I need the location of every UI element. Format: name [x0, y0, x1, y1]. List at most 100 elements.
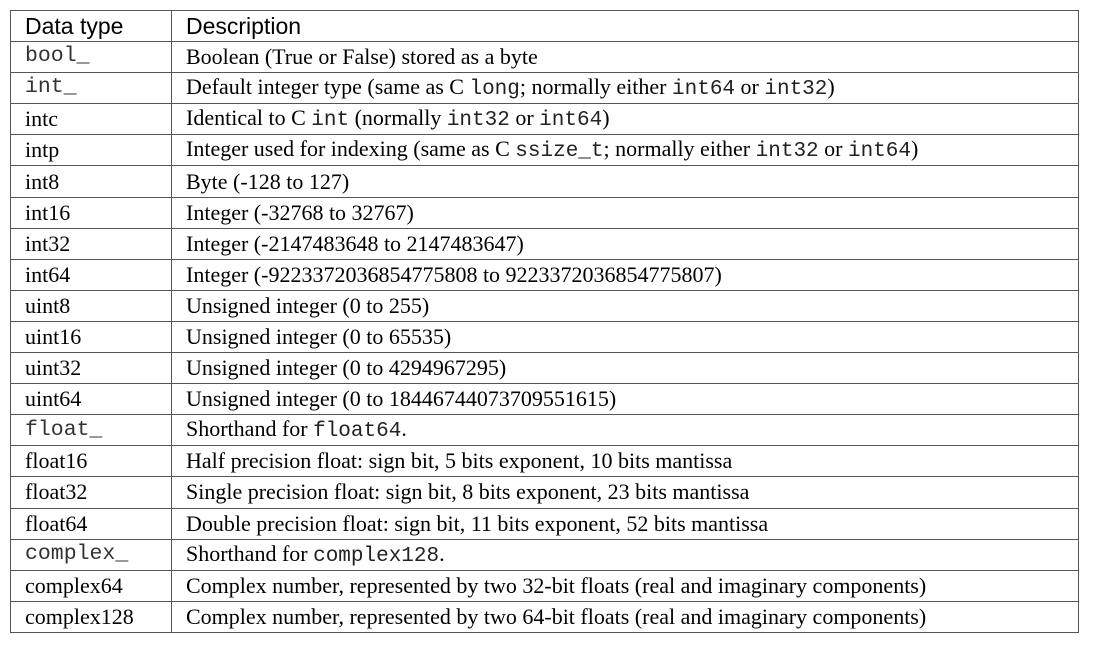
- data-type-cell: uint16: [10, 320, 172, 354]
- description-text: .: [401, 416, 407, 442]
- description-text: Single precision float: sign bit, 8 bits…: [186, 479, 750, 505]
- code-literal: long: [469, 78, 520, 102]
- description-cell: Shorthand for complex128.: [171, 538, 1079, 571]
- table-row: int16 Integer (-32768 to 32767): [10, 196, 1079, 229]
- description-text: ; normally either: [519, 74, 673, 100]
- description-text: Shorthand for: [186, 540, 314, 566]
- description-text: ): [911, 136, 919, 162]
- table-row: int8 Byte (-128 to 127): [10, 165, 1079, 198]
- description-cell: Unsigned integer (0 to 18446744073709551…: [171, 383, 1079, 416]
- data-type-cell: float64: [10, 507, 172, 540]
- data-type-cell: int64: [10, 258, 172, 291]
- description-cell: Unsigned integer (0 to 4294967295): [171, 352, 1079, 385]
- code-literal: int32: [446, 109, 510, 133]
- code-literal: ssize_t: [515, 140, 604, 164]
- description-text: ; normally either: [603, 136, 756, 162]
- table-row: uint8 Unsigned integer (0 to 255): [10, 289, 1079, 322]
- data-type-cell: int32: [10, 227, 172, 260]
- description-text: Boolean (True or False) stored as a byte: [186, 44, 538, 70]
- description-text: Integer (-9223372036854775808 to 9223372…: [186, 261, 722, 287]
- description-cell: Half precision float: sign bit, 5 bits e…: [171, 445, 1079, 478]
- description-cell: Integer (-32768 to 32767): [171, 196, 1079, 229]
- table-row: intp Integer used for indexing (same as C…: [10, 134, 1079, 167]
- description-cell: Unsigned integer (0 to 65535): [171, 320, 1079, 354]
- table-row: complex_ Shorthand for complex128.: [10, 538, 1079, 571]
- description-text: .: [439, 540, 445, 566]
- table-row: complex128 Complex number, represented by…: [10, 600, 1079, 633]
- data-type-cell: complex128: [10, 600, 172, 633]
- description-cell: Complex number, represented by two 64-bi…: [171, 600, 1079, 633]
- description-text: ): [827, 74, 835, 100]
- table-row: bool_ Boolean (True or False) stored as a…: [10, 41, 1079, 74]
- table-row: int_ Default integer type (same as C long…: [10, 72, 1079, 105]
- data-type-cell: int8: [10, 165, 172, 198]
- description-text: (normally: [349, 105, 447, 131]
- description-cell: Complex number, represented by two 32-bi…: [171, 569, 1079, 602]
- description-cell: Default integer type (same as C long; no…: [171, 72, 1079, 105]
- data-type-cell: uint8: [10, 289, 172, 322]
- code-literal: int: [311, 109, 350, 133]
- header-row: Data type Description: [10, 9, 1079, 43]
- table-row: int64 Integer (-9223372036854775808 to 92…: [10, 258, 1079, 291]
- description-text: Complex number, represented by two 64-bi…: [186, 603, 927, 629]
- description-cell: Boolean (True or False) stored as a byte: [171, 41, 1079, 74]
- description-text: Half precision float: sign bit, 5 bits e…: [186, 448, 733, 474]
- code-literal: int64: [539, 109, 603, 133]
- description-cell: Integer (-2147483648 to 2147483647): [171, 227, 1079, 260]
- description-text: or: [818, 136, 848, 162]
- description-cell: Byte (-128 to 127): [171, 165, 1079, 198]
- table-row: float32 Single precision float: sign bit,…: [10, 476, 1079, 509]
- description-text: Default integer type (same as C: [186, 74, 470, 100]
- description-text: Shorthand for: [186, 416, 314, 442]
- description-text: Complex number, represented by two 32-bi…: [186, 572, 927, 598]
- description-text: Byte (-128 to 127): [186, 168, 350, 194]
- description-text: Unsigned integer (0 to 4294967295): [186, 355, 507, 381]
- table-body: bool_ Boolean (True or False) stored as a…: [10, 41, 1079, 633]
- data-type-cell: uint32: [10, 352, 172, 385]
- data-type-cell: complex_: [10, 538, 172, 571]
- description-text: Double precision float: sign bit, 11 bit…: [186, 510, 769, 536]
- data-type-cell: intp: [10, 134, 172, 167]
- description-text: or: [509, 105, 540, 131]
- table-row: intc Identical to C int (normally int32 o…: [10, 103, 1079, 136]
- table-row: float16 Half precision float: sign bit, 5…: [10, 445, 1079, 478]
- table-header: Data type Description: [10, 9, 1079, 43]
- table-row: int32 Integer (-2147483648 to 2147483647): [10, 227, 1079, 260]
- description-text: Integer used for indexing (same as C: [186, 136, 516, 162]
- header-description: Description: [171, 9, 1079, 43]
- description-text: or: [735, 74, 765, 100]
- description-text: Integer (-32768 to 32767): [186, 199, 414, 225]
- data-type-cell: int16: [10, 196, 172, 229]
- description-text: Unsigned integer (0 to 255): [186, 292, 430, 318]
- table-row: float_ Shorthand for float64.: [10, 414, 1079, 447]
- dtype-table: Data type Description bool_ Boolean (True…: [10, 9, 1079, 633]
- data-type-cell: float16: [10, 445, 172, 478]
- description-text: Unsigned integer (0 to 65535): [186, 323, 452, 349]
- header-data-type: Data type: [10, 9, 172, 43]
- code-literal: int64: [847, 140, 911, 164]
- description-cell: Single precision float: sign bit, 8 bits…: [171, 476, 1079, 509]
- description-cell: Integer used for indexing (same as C ssi…: [171, 134, 1079, 167]
- table-row: uint64 Unsigned integer (0 to 18446744073…: [10, 383, 1079, 416]
- description-text: ): [602, 105, 610, 131]
- description-cell: Integer (-9223372036854775808 to 9223372…: [171, 258, 1079, 291]
- description-cell: Shorthand for float64.: [171, 414, 1079, 447]
- code-literal: int32: [764, 78, 828, 102]
- code-literal: int64: [672, 78, 736, 102]
- description-cell: Identical to C int (normally int32 or in…: [171, 103, 1079, 136]
- data-type-cell: float_: [10, 414, 172, 447]
- table-row: float64 Double precision float: sign bit,…: [10, 507, 1079, 540]
- data-type-cell: int_: [10, 72, 172, 105]
- data-type-cell: uint64: [10, 383, 172, 416]
- code-literal: float64: [313, 420, 402, 444]
- data-type-cell: float32: [10, 476, 172, 509]
- data-type-cell: intc: [10, 103, 172, 136]
- table-row: complex64 Complex number, represented by …: [10, 569, 1079, 602]
- description-text: Integer (-2147483648 to 2147483647): [186, 230, 524, 256]
- table-row: uint32 Unsigned integer (0 to 4294967295): [10, 352, 1079, 385]
- code-literal: complex128: [313, 544, 440, 568]
- description-cell: Double precision float: sign bit, 11 bit…: [171, 507, 1079, 540]
- data-type-cell: complex64: [10, 569, 172, 602]
- table-row: uint16 Unsigned integer (0 to 65535): [10, 320, 1079, 354]
- code-literal: int32: [755, 140, 819, 164]
